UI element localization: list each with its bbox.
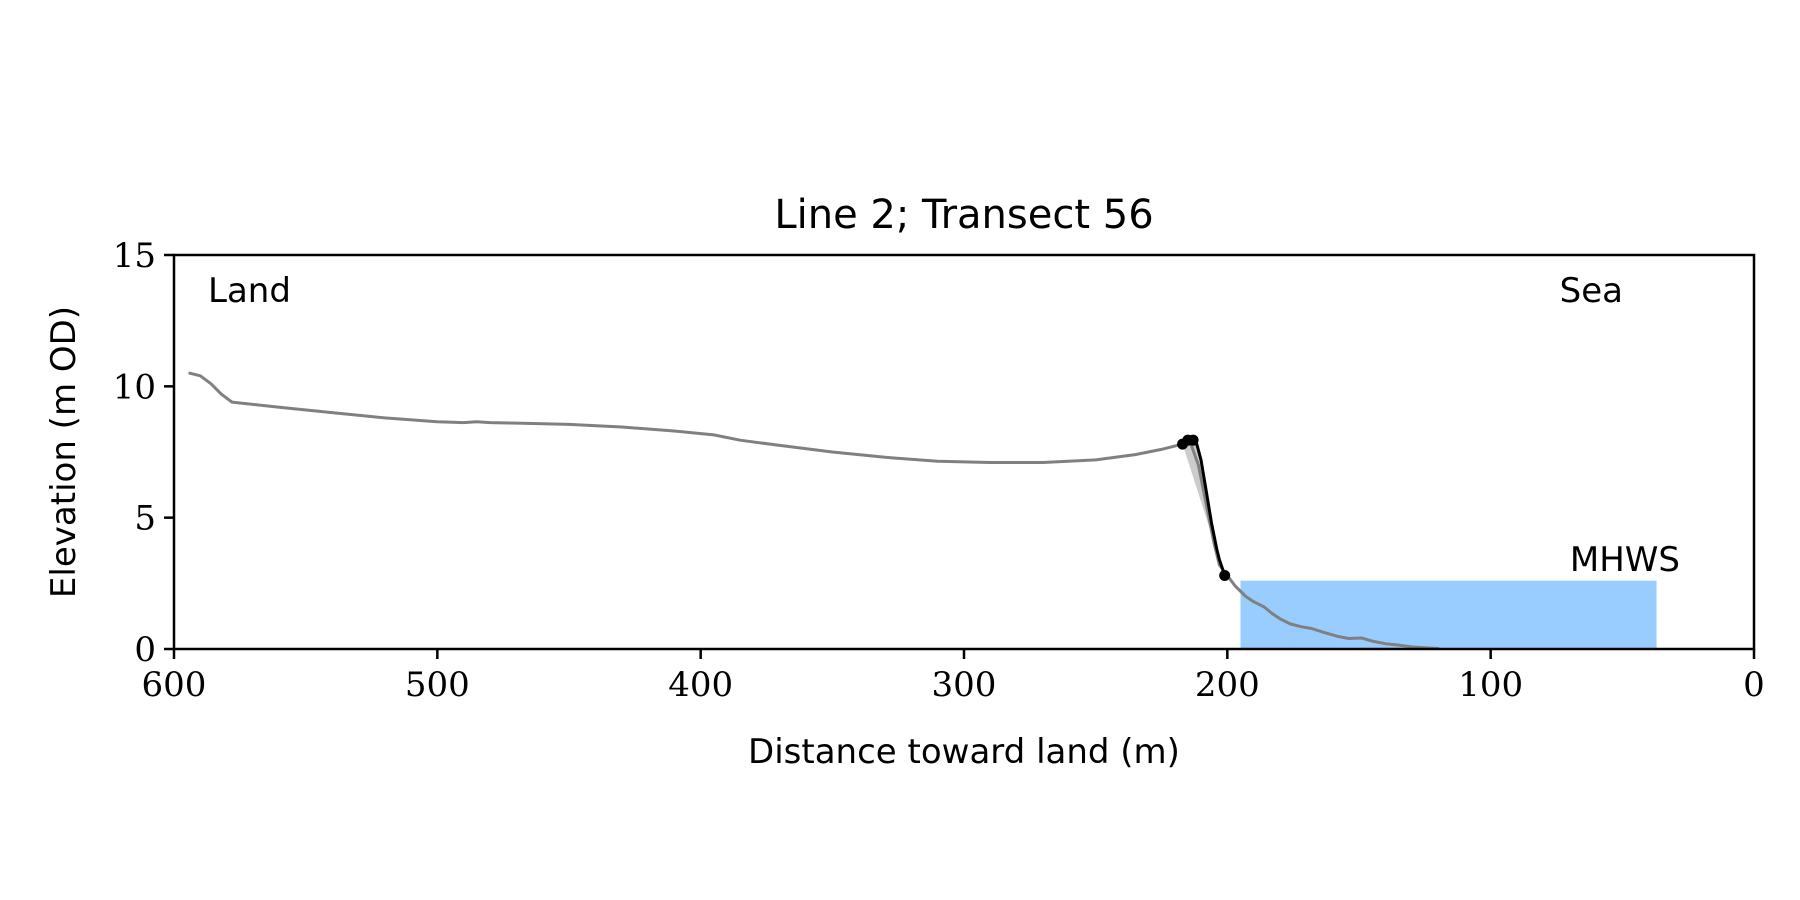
mhws-band [1240,580,1657,649]
x-tick-label: 400 [668,665,733,705]
chart-title: Line 2; Transect 56 [774,192,1153,238]
y-tick-label: 10 [113,367,156,407]
point-layer [1177,434,1231,581]
sea-annotation: Sea [1560,271,1623,311]
cliff-point [1219,569,1231,581]
x-tick-label: 100 [1458,665,1523,705]
x-tick-label: 300 [932,665,997,705]
x-tick-label: 0 [1743,665,1765,705]
y-tick-label: 5 [134,499,156,539]
mhws-label: MHWS [1570,540,1680,580]
x-axis-label: Distance toward land (m) [748,732,1180,772]
x-tick-label: 500 [405,665,470,705]
y-tick-label: 15 [113,236,156,276]
cliff-point [1187,434,1199,446]
land-annotation: Land [208,271,291,311]
y-axis-label: Elevation (m OD) [44,306,84,598]
x-tick-label: 200 [1195,665,1260,705]
x-tick-label: 600 [142,665,207,705]
profile-line [188,371,1440,650]
y-tick-label: 0 [134,630,156,670]
tick-layer: 600 500 400 300 200 100 0 0 5 10 15 [113,236,1765,705]
